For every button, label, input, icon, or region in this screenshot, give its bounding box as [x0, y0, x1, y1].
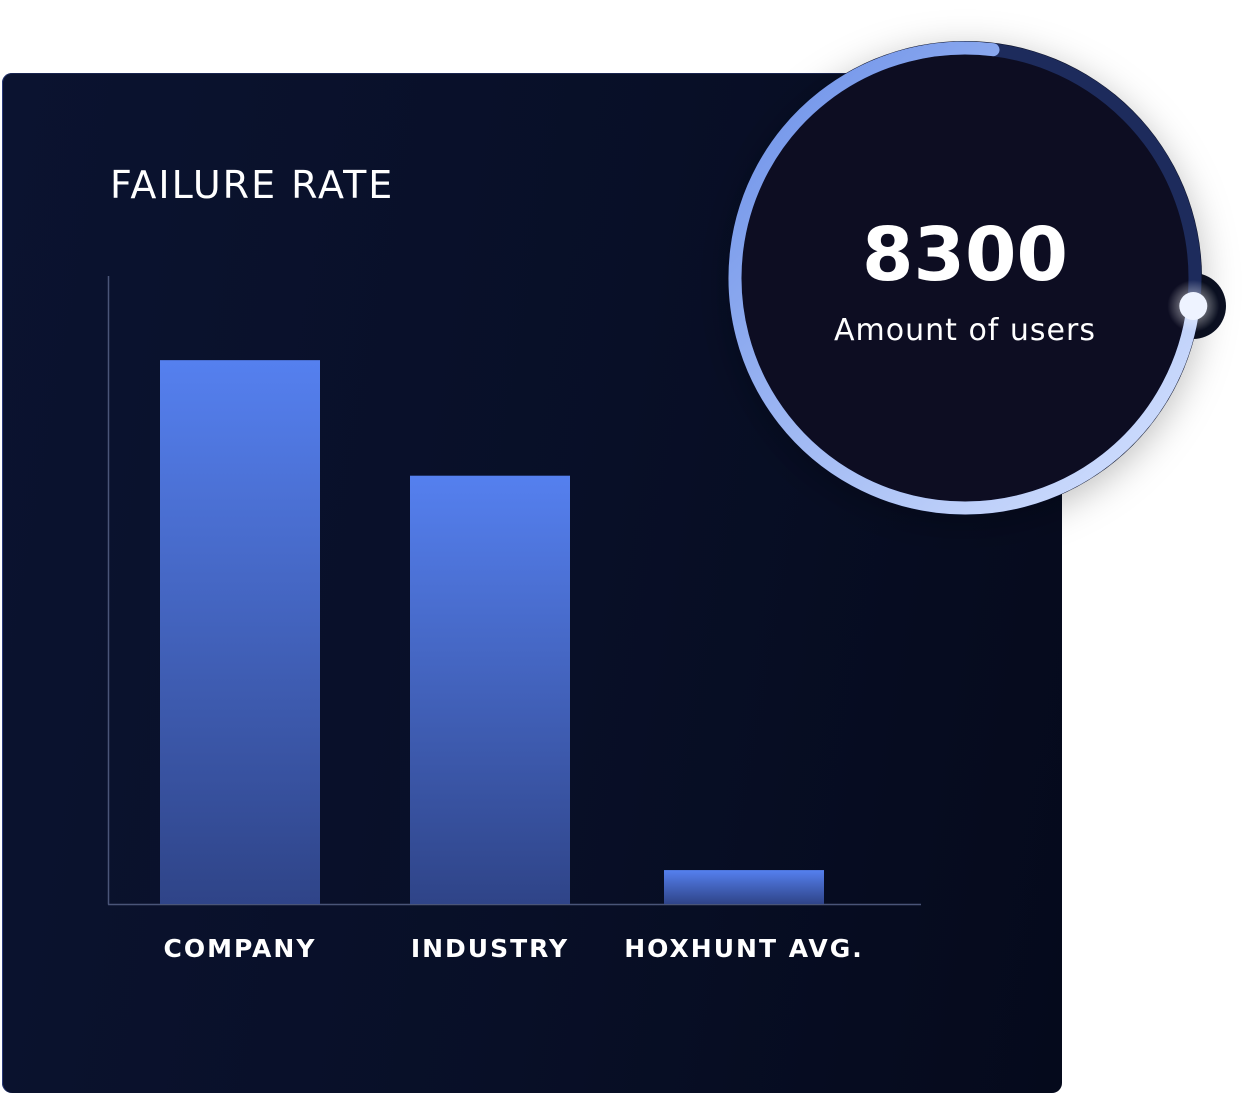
x-tick-label: HOXHUNT AVG.: [624, 934, 864, 963]
users-label: Amount of users: [834, 313, 1096, 348]
bar-industry: [410, 475, 570, 904]
x-tick-label: COMPANY: [163, 934, 317, 963]
bar-hoxhunt-avg: [664, 870, 824, 904]
chart-title: FAILURE RATE: [110, 163, 395, 207]
x-tick-label: INDUSTRY: [410, 934, 570, 963]
bar-company: [160, 360, 320, 905]
users-count: 8300: [862, 212, 1068, 298]
